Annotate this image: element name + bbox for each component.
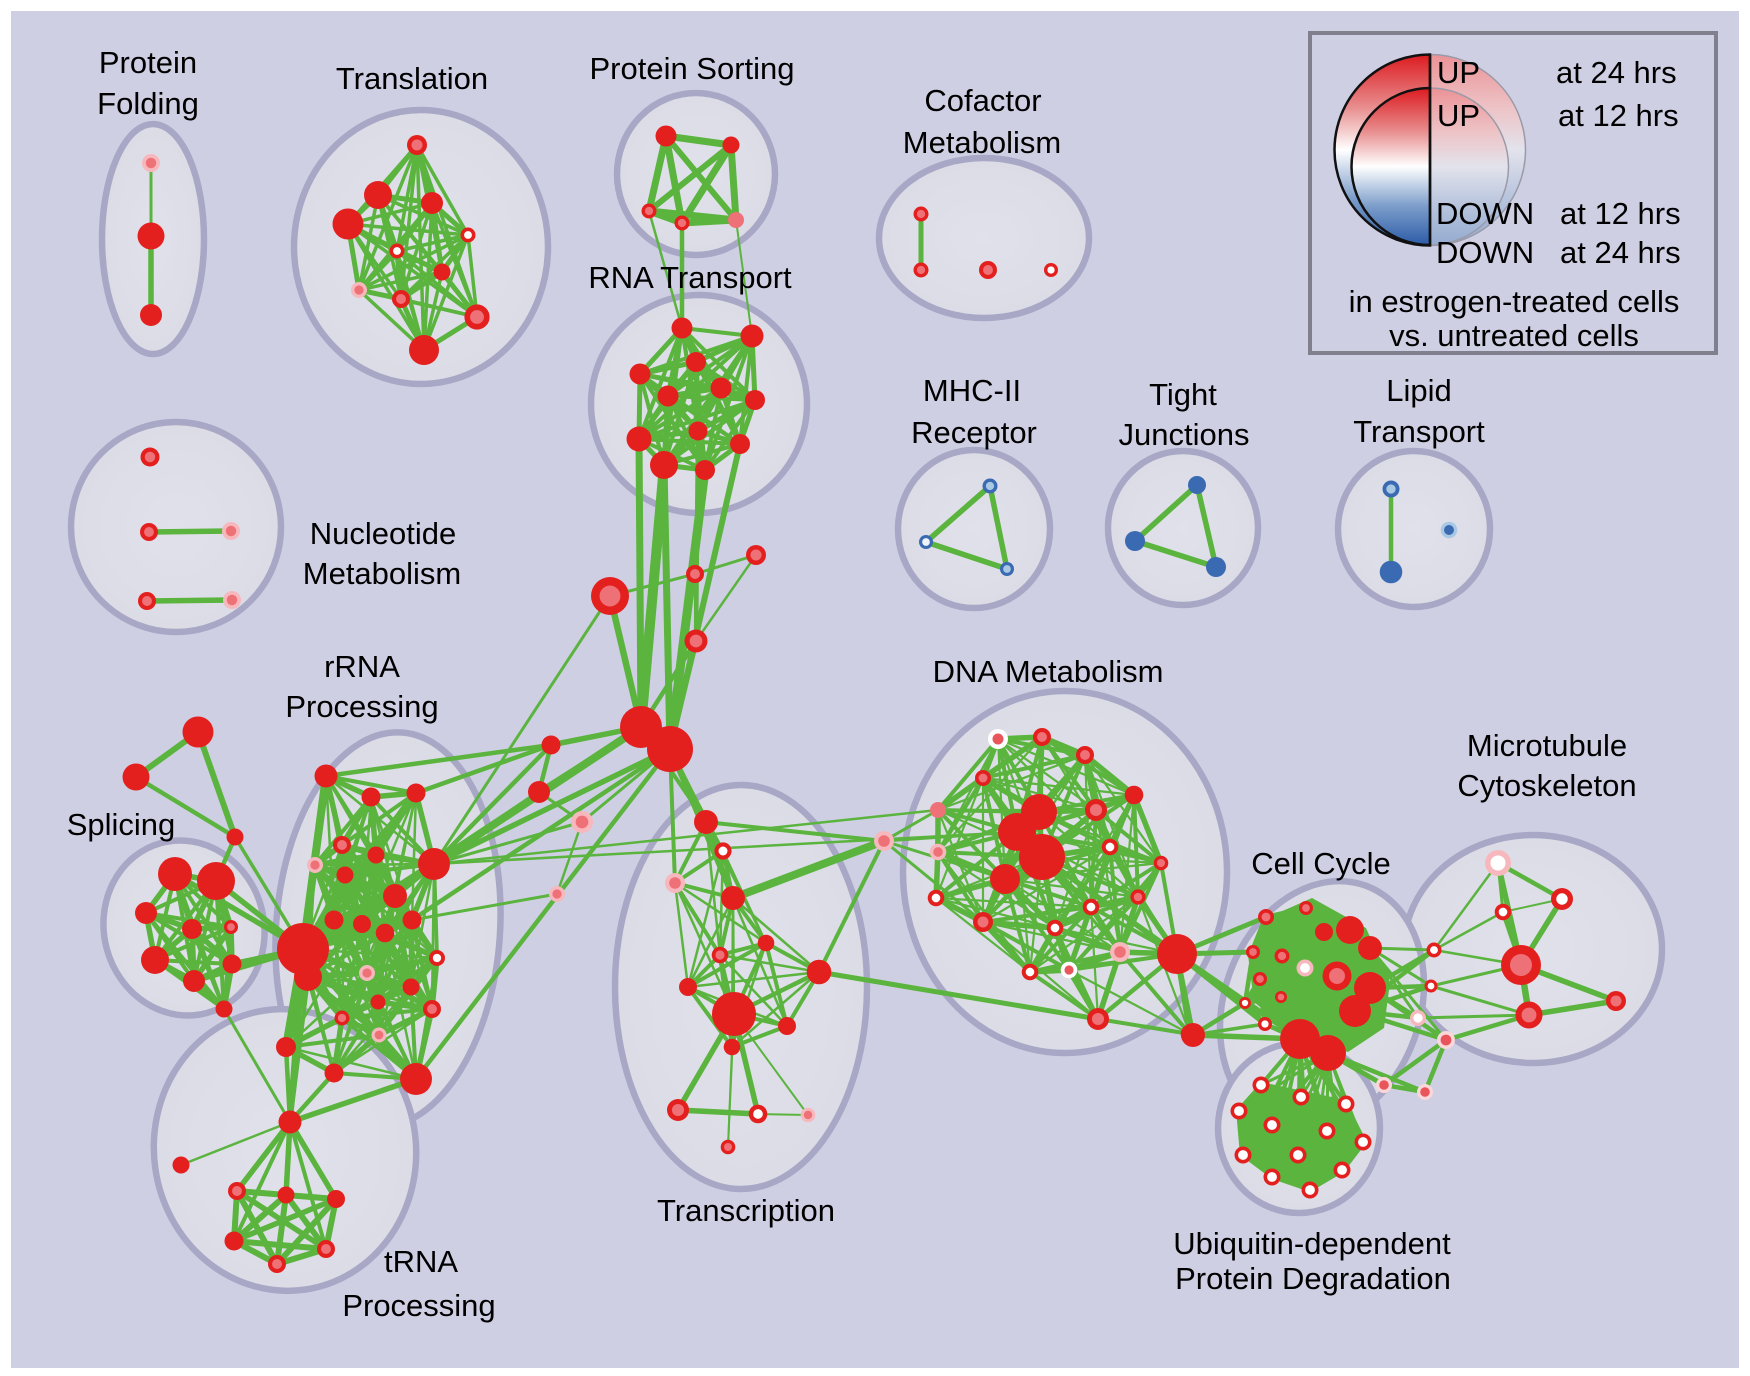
svg-text:Processing: Processing <box>342 1288 495 1323</box>
svg-text:Tight: Tight <box>1149 377 1217 412</box>
svg-text:UP: UP <box>1437 98 1480 133</box>
svg-text:Junctions: Junctions <box>1119 417 1250 452</box>
svg-text:Translation: Translation <box>336 61 488 96</box>
svg-text:Protein Sorting: Protein Sorting <box>589 51 794 86</box>
svg-text:Processing: Processing <box>285 689 438 724</box>
svg-text:at 12 hrs: at 12 hrs <box>1558 98 1679 133</box>
svg-text:UP: UP <box>1437 55 1480 90</box>
svg-text:at 24 hrs: at 24 hrs <box>1560 235 1681 270</box>
svg-text:Microtubule: Microtubule <box>1467 728 1627 763</box>
svg-text:Metabolism: Metabolism <box>303 556 462 591</box>
svg-text:Transcription: Transcription <box>657 1193 835 1228</box>
svg-text:DOWN: DOWN <box>1436 235 1534 270</box>
svg-text:at 12 hrs: at 12 hrs <box>1560 196 1681 231</box>
svg-text:at 24 hrs: at 24 hrs <box>1556 55 1677 90</box>
svg-text:RNA Transport: RNA Transport <box>588 260 792 295</box>
svg-text:Folding: Folding <box>97 86 199 121</box>
svg-text:vs. untreated cells: vs. untreated cells <box>1389 318 1639 353</box>
svg-text:Transport: Transport <box>1353 414 1485 449</box>
svg-text:Metabolism: Metabolism <box>903 125 1062 160</box>
svg-text:DNA Metabolism: DNA Metabolism <box>933 654 1164 689</box>
svg-text:tRNA: tRNA <box>384 1244 458 1279</box>
svg-text:Cell Cycle: Cell Cycle <box>1251 846 1391 881</box>
svg-text:Receptor: Receptor <box>911 415 1037 450</box>
svg-text:DOWN: DOWN <box>1436 196 1534 231</box>
svg-text:in estrogen-treated cells: in estrogen-treated cells <box>1349 284 1680 319</box>
svg-text:MHC-II: MHC-II <box>923 373 1021 408</box>
svg-text:rRNA: rRNA <box>324 649 400 684</box>
svg-text:Lipid: Lipid <box>1386 373 1452 408</box>
svg-text:Protein Degradation: Protein Degradation <box>1175 1261 1451 1296</box>
svg-text:Cytoskeleton: Cytoskeleton <box>1457 768 1636 803</box>
svg-text:Protein: Protein <box>99 45 197 80</box>
svg-text:Nucleotide: Nucleotide <box>310 516 456 551</box>
svg-text:Cofactor: Cofactor <box>924 83 1041 118</box>
svg-text:Splicing: Splicing <box>67 807 176 842</box>
svg-text:Ubiquitin-dependent: Ubiquitin-dependent <box>1173 1226 1451 1261</box>
